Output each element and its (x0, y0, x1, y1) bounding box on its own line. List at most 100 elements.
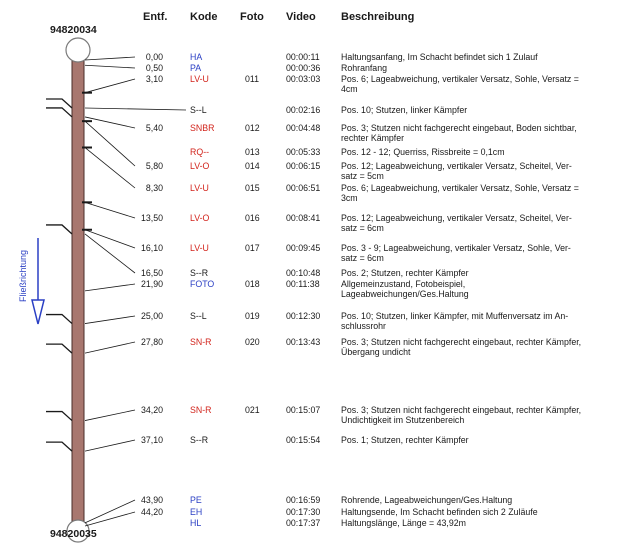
description: Pos. 10; Stutzen, linker Kämpfer, mit Mu… (341, 311, 568, 331)
video-timestamp: 00:08:41 (286, 213, 321, 223)
leader-line (84, 283, 136, 292)
distance-value: 25,00 (140, 311, 163, 321)
distance-value: 3,10 (145, 74, 163, 84)
observation-row: 3,10 LV-U 011 00:03:03 Pos. 6; Lageabwei… (0, 74, 638, 94)
leader-line (84, 229, 136, 249)
end-manhole-id: 94820035 (50, 528, 97, 540)
column-header-photo: Foto (240, 11, 264, 23)
observation-row: 16,50 S--R 00:10:48 Pos. 2; Stutzen, rec… (0, 268, 638, 278)
description-line: Rohranfang (341, 63, 387, 73)
description-line: 4cm (341, 84, 358, 94)
code-value: LV-U (190, 183, 209, 193)
observation-row: HL 00:17:37 Haltungslänge, Länge = 43,92… (0, 518, 638, 528)
code-value: HA (190, 52, 203, 62)
code-value: LV-U (190, 74, 209, 84)
observation-row: 25,00 S--L 019 00:12:30 Pos. 10; Stutzen… (0, 311, 638, 331)
description-line: Allgemeinzustand, Fotobeispiel, (341, 279, 466, 289)
leader-line (84, 147, 136, 189)
observation-marks (46, 56, 187, 527)
description-line: rechter Kämpfer (341, 133, 405, 143)
distance-value: 16,50 (140, 268, 163, 278)
video-timestamp: 00:16:59 (286, 495, 321, 505)
description-line: Haltungslänge, Länge = 43,92m (341, 518, 466, 528)
leader-line (84, 107, 187, 111)
leader-line (84, 341, 136, 354)
description-line: 3cm (341, 193, 358, 203)
column-header-code: Kode (190, 11, 218, 23)
distance-value: 43,90 (140, 495, 163, 505)
photo-number: 020 (245, 337, 260, 347)
description: Pos. 3; Stutzen nicht fachgerecht eingeb… (341, 123, 577, 143)
column-header-video: Video (286, 11, 316, 23)
distance-value: 21,90 (140, 279, 163, 289)
video-timestamp: 00:05:33 (286, 147, 321, 157)
description: Haltungslänge, Länge = 43,92m (341, 518, 466, 528)
description: Rohrende, Lageabweichungen/Ges.Haltung (341, 495, 512, 505)
description: Pos. 10; Stutzen, linker Kämpfer (341, 105, 467, 115)
description: Rohranfang (341, 63, 387, 73)
video-timestamp: 00:12:30 (286, 311, 321, 321)
video-timestamp: 00:17:30 (286, 507, 321, 517)
observation-row: 43,90 PE 00:16:59 Rohrende, Lageabweichu… (0, 495, 638, 505)
code-value: S--L (190, 105, 207, 115)
description: Pos. 12; Lageabweichung, vertikaler Vers… (341, 161, 572, 181)
end-manhole-symbol (66, 519, 90, 543)
code-value: S--L (190, 311, 207, 321)
distance-value: 8,30 (145, 183, 163, 193)
distance-value: 5,40 (145, 123, 163, 133)
observation-row: 0,00 HA 00:00:11 Haltungsanfang, Im Scha… (0, 52, 638, 62)
observation-row: 37,10 S--R 00:15:54 Pos. 1; Stutzen, rec… (0, 435, 638, 445)
lateral-connection-mark (46, 343, 73, 354)
observation-row: 27,80 SN-R 020 00:13:43 Pos. 3; Stutzen … (0, 337, 638, 357)
observation-row: 44,20 EH 00:17:30 Haltungsende, Im Schac… (0, 507, 638, 517)
description-line: Pos. 6; Lageabweichung, vertikaler Versa… (341, 183, 579, 193)
leader-line (84, 499, 136, 524)
description: Pos. 3; Stutzen nicht fachgerecht eingeb… (341, 337, 581, 357)
description-line: Pos. 12 - 12; Querriss, Rissbreite = 0,1… (341, 147, 505, 157)
observation-row: RQ-- 013 00:05:33 Pos. 12 - 12; Querriss… (0, 147, 638, 157)
start-manhole-symbol (65, 37, 91, 63)
leader-line (84, 409, 136, 421)
observation-row: 5,80 LV-O 014 00:06:15 Pos. 12; Lageabwe… (0, 161, 638, 181)
video-timestamp: 00:02:16 (286, 105, 321, 115)
leader-line (84, 201, 136, 219)
description-line: schlussrohr (341, 321, 386, 331)
video-timestamp: 00:10:48 (286, 268, 321, 278)
video-timestamp: 00:06:51 (286, 183, 321, 193)
photo-number: 012 (245, 123, 260, 133)
photo-number: 019 (245, 311, 260, 321)
video-timestamp: 00:00:36 (286, 63, 321, 73)
description-line: Pos. 3; Stutzen nicht fachgerecht eingeb… (341, 405, 582, 415)
photo-number: 016 (245, 213, 260, 223)
description-line: Rohrende, Lageabweichungen/Ges.Haltung (341, 495, 513, 505)
description-line: Lageabweichungen/Ges.Haltung (341, 289, 469, 299)
video-timestamp: 00:03:03 (286, 74, 321, 84)
description: Haltungsanfang, Im Schacht befindet sich… (341, 52, 538, 62)
leader-line (84, 64, 136, 69)
description: Pos. 2; Stutzen, rechter Kämpfer (341, 268, 469, 278)
code-value: LV-O (190, 161, 210, 171)
distance-value: 13,50 (140, 213, 163, 223)
leader-line (84, 315, 136, 324)
code-value: SN-R (190, 405, 212, 415)
observation-row: 34,20 SN-R 021 00:15:07 Pos. 3; Stutzen … (0, 405, 638, 425)
description-line: Haltungsende, Im Schacht befinden sich 2… (341, 507, 538, 517)
flow-arrow-head (31, 299, 45, 325)
observation-row: 21,90 FOTO 018 00:11:38 Allgemeinzustand… (0, 279, 638, 299)
code-value: FOTO (190, 279, 215, 289)
photo-number: 014 (245, 161, 260, 171)
video-timestamp: 00:15:07 (286, 405, 321, 415)
lateral-connection-mark (46, 313, 73, 325)
description-line: Haltungsanfang, Im Schacht befindet sich… (341, 52, 538, 62)
description: Pos. 12; Lageabweichung, vertikaler Vers… (341, 213, 572, 233)
distance-value: 44,20 (140, 507, 163, 517)
description-line: satz = 6cm (341, 223, 384, 233)
description-line: Pos. 6; Lageabweichung, vertikaler Versa… (341, 74, 579, 84)
code-value: LV-O (190, 213, 210, 223)
column-header-distance: Entf. (143, 11, 168, 23)
observation-row: 8,30 LV-U 015 00:06:51 Pos. 6; Lageabwei… (0, 183, 638, 203)
description-line: Pos. 2; Stutzen, rechter Kämpfer (341, 268, 469, 278)
description-line: Pos. 10; Stutzen, linker Kämpfer, mit Mu… (341, 311, 569, 321)
leader-line (84, 116, 136, 129)
code-value: SNBR (190, 123, 215, 133)
